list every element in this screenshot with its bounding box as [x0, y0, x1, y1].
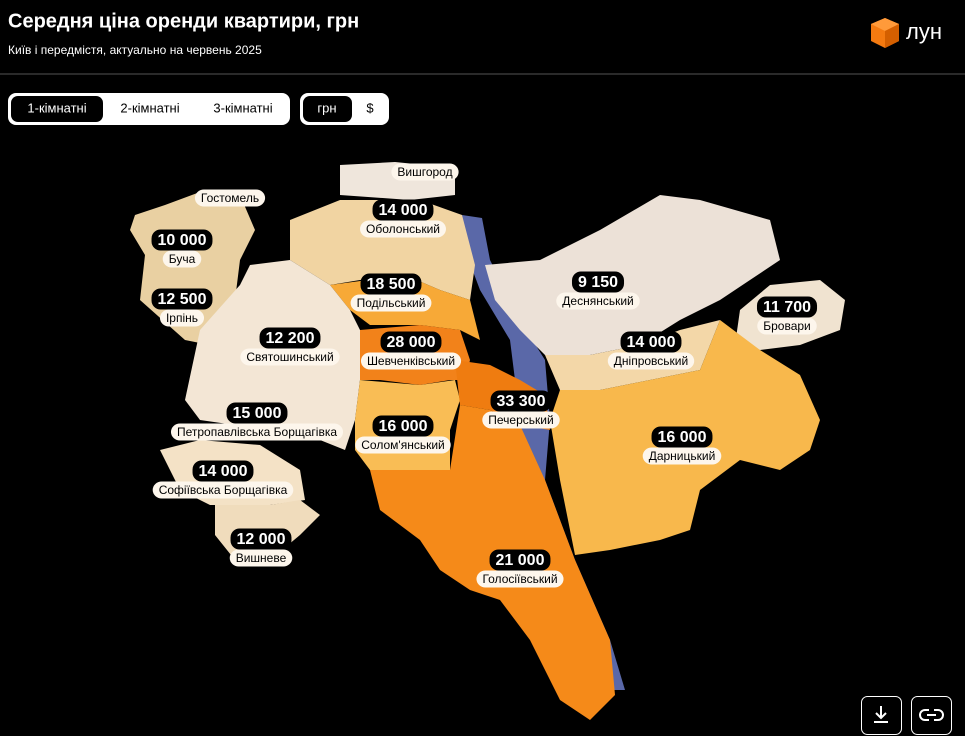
region-name: Шевченківський [367, 354, 455, 368]
price-label-bg [490, 390, 552, 412]
price-label-bg [620, 331, 682, 353]
region-name: Деснянський [562, 294, 633, 308]
region-name-bg [170, 423, 344, 441]
region-name: Печерський [488, 413, 553, 427]
region-name: Петропавлівська Борщагівка [177, 425, 337, 439]
price-label-bg [380, 331, 442, 353]
price-label-bg [360, 273, 422, 295]
link-button[interactable] [911, 696, 952, 735]
region-name: Дарницький [649, 449, 716, 463]
logo: лун [871, 18, 942, 48]
price-label-bg [151, 288, 213, 310]
price-label-bg [651, 426, 713, 448]
region-name-bg [355, 436, 451, 454]
region-name-bg [360, 220, 446, 238]
region-name: Оболонський [366, 222, 440, 236]
price-label-bg [372, 199, 434, 221]
region-name-bg [757, 317, 817, 335]
price-label: 9 150 [578, 274, 618, 291]
tab[interactable]: 1-кімнатні [27, 100, 86, 115]
region-name-bg [642, 447, 722, 465]
region-name-bg [194, 189, 266, 207]
region-name: Подільський [357, 296, 426, 310]
region-name: Софіївська Борщагівка [159, 483, 288, 497]
region-name: Солом'янський [361, 438, 444, 452]
region-name: Бровари [763, 319, 811, 333]
river [462, 215, 625, 690]
region-name-bg [476, 570, 564, 588]
tab[interactable]: $ [366, 100, 374, 115]
tab-selected [11, 96, 103, 122]
price-label-bg [756, 296, 818, 318]
region-name-bg [152, 481, 294, 499]
price-label: 14 000 [199, 463, 248, 480]
price-label: 18 500 [367, 276, 416, 293]
labels: Вишгород Гостомель 14 000 Оболонський 10 000… [151, 163, 818, 588]
price-label-bg [230, 528, 292, 550]
region-name-bg [482, 411, 560, 429]
region-name: Святошинський [246, 350, 333, 364]
price-label-bg [259, 327, 321, 349]
price-label: 11 700 [763, 299, 811, 316]
price-label: 28 000 [387, 334, 436, 351]
price-label: 15 000 [233, 405, 282, 422]
tab-selected [303, 96, 352, 122]
region-name-bg [391, 163, 459, 181]
price-label: 16 000 [379, 418, 428, 435]
tab[interactable]: грн [317, 100, 336, 115]
price-label: 21 000 [496, 552, 545, 569]
price-label-bg [372, 415, 434, 437]
subtitle: Київ і передмістя, актуально на червень … [8, 43, 262, 57]
region-name-bg [240, 348, 340, 366]
region-name: Дніпровський [614, 354, 688, 368]
region-name: Гостомель [201, 191, 259, 205]
region-name: Буча [169, 252, 196, 266]
region-name-bg [162, 250, 202, 268]
price-label-bg [192, 460, 254, 482]
tab[interactable]: 3-кімнатні [213, 100, 272, 115]
region-name-bg [360, 352, 462, 370]
region-name-bg [159, 309, 205, 327]
logo-text: лун [906, 19, 942, 44]
price-label: 12 200 [266, 330, 315, 347]
region-name: Вишневе [236, 551, 287, 565]
download-button[interactable] [861, 696, 902, 735]
region-name: Ірпінь [166, 311, 198, 325]
price-label: 12 500 [158, 291, 207, 308]
price-label: 33 300 [497, 393, 546, 410]
price-label: 16 000 [658, 429, 707, 446]
tab[interactable]: 2-кімнатні [120, 100, 179, 115]
price-label-bg [489, 549, 551, 571]
region-name: Голосіївський [482, 572, 557, 586]
price-label: 14 000 [379, 202, 428, 219]
region-name-bg [556, 292, 640, 310]
region-name-bg [607, 352, 695, 370]
region-name-bg [229, 549, 293, 567]
title: Середня ціна оренди квартири, грн [8, 10, 359, 32]
price-label: 12 000 [237, 531, 286, 548]
region-name: Вишгород [397, 165, 452, 179]
price-label: 14 000 [627, 334, 676, 351]
price-label-bg [226, 402, 288, 424]
price-label-bg [151, 229, 213, 251]
price-label: 10 000 [158, 232, 207, 249]
price-label-bg [571, 271, 625, 293]
region-shape [485, 195, 780, 355]
region-name-bg [350, 294, 432, 312]
